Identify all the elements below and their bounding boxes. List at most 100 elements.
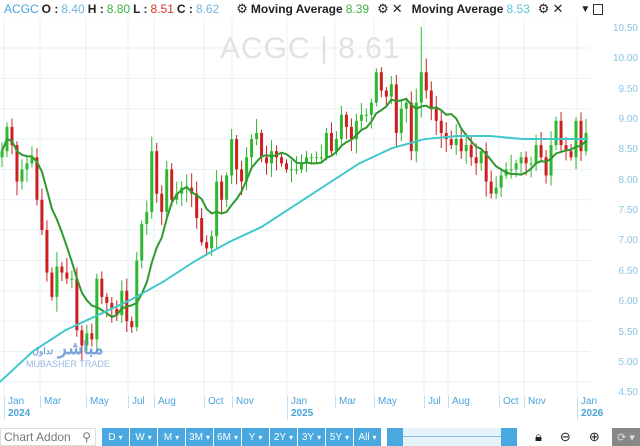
candle-body (220, 181, 224, 200)
period-button-all[interactable]: All ▾ (354, 428, 381, 446)
refresh-button[interactable]: ⟳ ▾ (612, 428, 640, 446)
ma1-value: 8.39 (345, 2, 370, 16)
period-button-3y[interactable]: 3Y ▾ (298, 428, 325, 446)
candle-body (409, 102, 413, 152)
x-tick-month: May (90, 396, 109, 407)
slider-handle-left[interactable] (387, 428, 403, 446)
period-button-y[interactable]: Y ▾ (242, 428, 269, 446)
candle-body (40, 199, 44, 231)
chart-addon-placeholder: Chart Addon (4, 430, 71, 444)
candle-body (45, 230, 49, 273)
candle-body (50, 272, 54, 297)
candle-body (339, 114, 343, 140)
close-icon[interactable]: ✕ (391, 1, 403, 16)
candle-body (419, 72, 423, 103)
chart-toolbar: Chart Addon ⚲ D ▾ W ▾ M ▾ 3M ▾ 6M ▾ Y ▾ 2Y ▾ 3Y ▾ 5Y ▾ All ▾… (0, 428, 640, 446)
candle-body (135, 260, 139, 328)
candle-body (160, 193, 164, 212)
period-button-d[interactable]: D ▾ (102, 428, 129, 446)
candle-body (424, 72, 428, 91)
period-label: W (135, 431, 145, 443)
candle-body (559, 120, 563, 146)
search-icon: ⚲ (82, 430, 91, 444)
candle-body (105, 296, 109, 303)
candle-body (314, 157, 318, 159)
candle-body (549, 145, 553, 176)
candle-body (280, 157, 284, 164)
candle-body (255, 132, 259, 140)
period-label: 2Y (273, 431, 287, 443)
x-tick-month: Jul (132, 396, 145, 407)
x-tick-label: Nov (524, 396, 546, 408)
candle-body (399, 108, 403, 133)
gear-icon[interactable]: ⚙ (377, 1, 389, 16)
checkbox[interactable] (593, 3, 604, 15)
lock-icon[interactable]: 🔒︎ (535, 429, 542, 444)
x-tick-label: Jul (424, 396, 441, 408)
range-slider[interactable] (387, 428, 517, 446)
gear-icon[interactable]: ⚙ (537, 1, 550, 16)
period-button-2y[interactable]: 2Y ▾ (270, 428, 297, 446)
x-tick-month: Nov (236, 396, 254, 407)
candle-body (155, 151, 159, 194)
candle-body (285, 163, 289, 170)
zoom-out-icon[interactable]: ⊖ (559, 429, 571, 444)
y-tick-label: 8.00 (618, 174, 638, 186)
x-tick-month: Jan (291, 396, 308, 407)
candle-body (200, 217, 204, 243)
candle-body (260, 132, 264, 158)
symbol-label: ACGC (4, 2, 39, 16)
candle-body (429, 90, 433, 109)
candle-body (499, 175, 503, 188)
candle-body (150, 151, 154, 212)
candle-body (65, 272, 69, 279)
period-button-6m[interactable]: 6M ▾ (214, 428, 241, 446)
x-tick-label: Jan 2026 (577, 396, 603, 420)
period-button-5y[interactable]: 5Y ▾ (326, 428, 353, 446)
x-tick-month: Mar (44, 396, 62, 407)
high-value: 8.80 (106, 2, 131, 16)
candle-body (529, 163, 533, 165)
period-button-m[interactable]: M ▾ (158, 428, 185, 446)
x-tick-month: Aug (158, 396, 176, 407)
x-tick-month: Nov (528, 396, 546, 407)
x-tick-year: 2025 (291, 408, 314, 419)
period-button-3m[interactable]: 3M ▾ (186, 428, 213, 446)
gear-icon[interactable]: ⚙ (236, 1, 248, 16)
period-label: 3Y (301, 431, 315, 443)
candle-body (240, 169, 244, 182)
chart-addon-search[interactable]: Chart Addon ⚲ (0, 428, 96, 446)
candle-body (15, 145, 19, 182)
close-icon[interactable]: ✕ (552, 1, 564, 16)
x-tick-month: Oct (208, 396, 224, 407)
x-tick-month: Jan (581, 396, 598, 407)
dropdown-triangle-icon[interactable]: ▼ (580, 3, 591, 15)
candle-body (459, 139, 463, 152)
chevron-down-icon: ▾ (175, 432, 180, 442)
slider-handle-right[interactable] (501, 428, 517, 446)
candle-body (290, 169, 294, 171)
candle-body (10, 126, 14, 146)
candle-body (235, 139, 239, 170)
candle-body (334, 139, 338, 152)
candle-body (175, 193, 179, 200)
moving-average-short-line (1, 97, 587, 319)
period-label: D (108, 431, 116, 443)
candle-body (35, 157, 39, 200)
period-label: M (163, 431, 173, 443)
y-tick-label: 10.00 (612, 53, 638, 65)
candle-body (309, 157, 313, 159)
zoom-in-icon[interactable]: ⊕ (588, 429, 600, 444)
candle-body (454, 139, 458, 146)
candle-body (579, 120, 583, 152)
candle-body (514, 163, 518, 170)
period-button-w[interactable]: W ▾ (130, 428, 157, 446)
y-tick-label: 8.50 (618, 144, 638, 156)
candle-body (75, 278, 79, 331)
candle-body (479, 151, 483, 164)
price-chart[interactable] (0, 18, 640, 396)
candle-body (90, 333, 94, 340)
candle-body (195, 193, 199, 218)
candle-body (474, 157, 478, 164)
candle-body (369, 102, 373, 115)
